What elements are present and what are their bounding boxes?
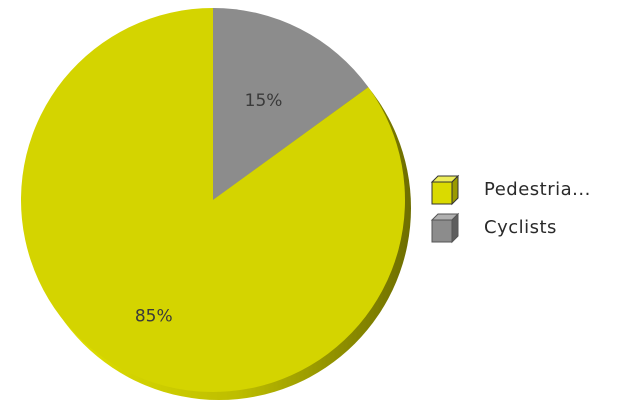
legend-label-pedestrians: Pedestria... <box>484 178 591 200</box>
legend-swatch-gray-icon <box>430 212 460 244</box>
legend-swatch-yellow-icon <box>430 174 460 206</box>
slice-label-pedestrians: 85% <box>135 306 173 326</box>
legend-item-cyclists[interactable]: Cyclists <box>428 208 591 246</box>
legend-item-pedestrians[interactable]: Pedestria... <box>428 170 591 208</box>
slice-cyclists[interactable] <box>213 8 369 200</box>
chart-legend: Pedestria... Cyclists <box>428 170 591 246</box>
pie-slices <box>21 8 406 392</box>
slice-pedestrians[interactable] <box>21 8 406 392</box>
pie-labels: 15% 85% <box>135 91 283 327</box>
legend-label-cyclists: Cyclists <box>484 216 557 238</box>
slice-label-cyclists: 15% <box>245 91 283 111</box>
pie-chart: 15% 85% <box>21 8 411 400</box>
